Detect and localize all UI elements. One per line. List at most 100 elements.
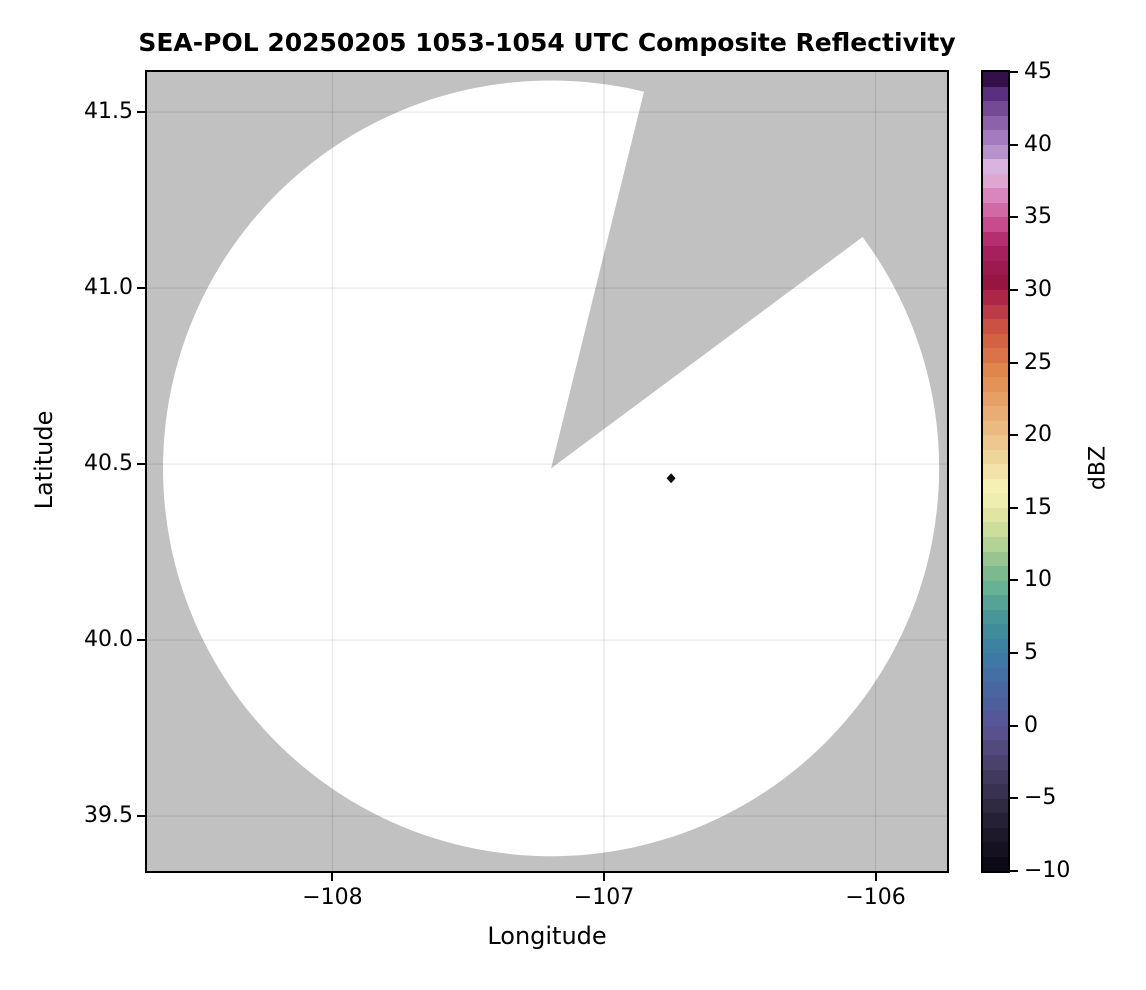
colorbar-band: [983, 377, 1008, 392]
colorbar-band: [983, 202, 1008, 218]
colorbar-tick: [1010, 652, 1018, 655]
colorbar-band: [983, 420, 1008, 436]
colorbar-band: [983, 333, 1008, 349]
colorbar-band: [983, 319, 1008, 334]
colorbar-band: [983, 769, 1008, 785]
colorbar-tick: [1010, 361, 1018, 364]
colorbar-band: [983, 348, 1008, 363]
colorbar-tick-label: 10: [1024, 567, 1052, 593]
colorbar-tick-label: 30: [1024, 276, 1052, 302]
y-axis-label: Latitude: [30, 410, 58, 510]
colorbar-tick: [1010, 434, 1018, 437]
colorbar: [981, 70, 1010, 873]
colorbar-band: [983, 827, 1008, 843]
echo-marker: [666, 473, 676, 484]
colorbar-band: [983, 464, 1008, 479]
colorbar-band: [983, 246, 1008, 261]
colorbar-label: dBZ: [1085, 445, 1111, 491]
colorbar-band: [983, 754, 1008, 770]
colorbar-tick-label: 35: [1024, 204, 1052, 230]
colorbar-tick-label: −5: [1024, 785, 1057, 811]
colorbar-band: [983, 144, 1008, 160]
colorbar-band: [983, 842, 1008, 857]
colorbar-band: [983, 101, 1008, 116]
colorbar-band: [983, 478, 1008, 494]
colorbar-band: [983, 856, 1008, 872]
colorbar-band: [983, 159, 1008, 174]
colorbar-band: [983, 725, 1008, 741]
colorbar-tick: [1010, 71, 1018, 73]
colorbar-band: [983, 130, 1008, 145]
x-tick-label: −108: [302, 885, 363, 910]
colorbar-band: [983, 638, 1008, 654]
colorbar-band: [983, 449, 1008, 465]
colorbar-tick: [1010, 506, 1018, 509]
colorbar-band: [983, 406, 1008, 421]
x-tick: [331, 873, 334, 881]
chart-title: SEA-POL 20250205 1053-1054 UTC Composite…: [138, 28, 956, 57]
colorbar-tick: [1010, 143, 1018, 146]
y-tick: [137, 463, 145, 466]
colorbar-band: [983, 624, 1008, 639]
colorbar-tick-label: 0: [1024, 712, 1038, 738]
colorbar-band: [983, 493, 1008, 508]
colorbar-tick: [1010, 579, 1018, 582]
colorbar-tick: [1010, 216, 1018, 219]
colorbar-tick-label: 5: [1024, 640, 1038, 666]
y-tick-label: 40.0: [84, 627, 133, 653]
colorbar-tick: [1010, 724, 1018, 727]
colorbar-band: [983, 798, 1008, 814]
colorbar-tick-label: 25: [1024, 349, 1052, 375]
colorbar-tick-label: 45: [1024, 59, 1052, 84]
colorbar-band: [983, 522, 1008, 537]
colorbar-band: [983, 304, 1008, 320]
colorbar-band: [983, 217, 1008, 232]
y-tick-label: 40.5: [84, 451, 133, 477]
colorbar-band: [983, 289, 1008, 305]
y-tick: [137, 815, 145, 818]
y-tick-label: 41.0: [84, 275, 133, 301]
x-tick: [603, 873, 606, 881]
colorbar-band: [983, 653, 1008, 668]
colorbar-band: [983, 391, 1008, 407]
colorbar-band: [983, 188, 1008, 203]
x-axis-label: Longitude: [487, 922, 607, 950]
colorbar-band: [983, 86, 1008, 102]
colorbar-band: [983, 667, 1008, 683]
colorbar-band: [983, 231, 1008, 247]
colorbar-band: [983, 682, 1008, 697]
colorbar-band: [983, 115, 1008, 131]
blocked-sector: [551, 72, 947, 469]
y-tick-label: 39.5: [84, 803, 133, 829]
y-tick: [137, 287, 145, 290]
colorbar-band: [983, 435, 1008, 450]
colorbar-tick-label: −10: [1024, 858, 1071, 883]
colorbar-band: [983, 580, 1008, 596]
x-tick: [874, 873, 877, 881]
colorbar-tick-label: 15: [1024, 494, 1052, 520]
colorbar-band: [983, 362, 1008, 378]
colorbar-band: [983, 507, 1008, 523]
colorbar-band: [983, 275, 1008, 290]
x-tick-label: −107: [573, 885, 635, 910]
colorbar-band: [983, 537, 1008, 552]
colorbar-band: [983, 813, 1008, 828]
colorbar-band: [983, 740, 1008, 755]
colorbar-tick: [1010, 288, 1018, 291]
plot-area: [145, 70, 949, 873]
y-tick: [137, 111, 145, 114]
x-tick-label: −106: [845, 885, 906, 910]
colorbar-tick: [1010, 797, 1018, 800]
colorbar-band: [983, 260, 1008, 276]
colorbar-band: [983, 566, 1008, 581]
colorbar-band: [983, 173, 1008, 189]
colorbar-band: [983, 711, 1008, 726]
colorbar-band: [983, 595, 1008, 610]
colorbar-tick: [1010, 870, 1018, 872]
colorbar-band: [983, 609, 1008, 625]
colorbar-band: [983, 72, 1008, 87]
y-tick: [137, 639, 145, 642]
y-tick-label: 41.5: [84, 99, 133, 125]
colorbar-band: [983, 696, 1008, 712]
